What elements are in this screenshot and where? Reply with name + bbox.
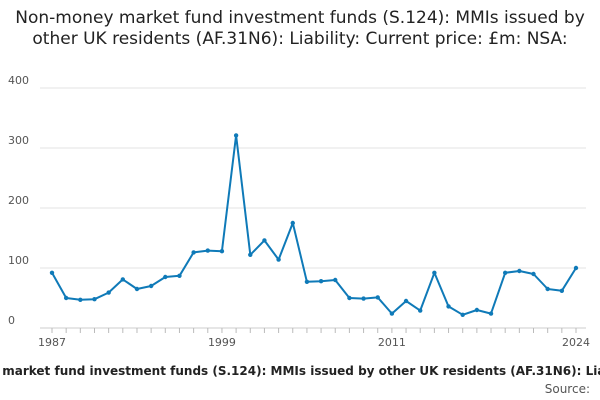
data-point[interactable]	[545, 286, 550, 292]
data-point[interactable]	[191, 250, 196, 255]
data-point[interactable]	[92, 297, 97, 302]
y-tick-label: 400	[8, 74, 29, 87]
data-point[interactable]	[318, 279, 324, 284]
series-layer	[49, 133, 579, 317]
data-point[interactable]	[304, 279, 310, 284]
data-point[interactable]	[276, 257, 281, 262]
data-point[interactable]	[403, 298, 409, 304]
data-point[interactable]	[517, 268, 522, 274]
legend: Non-money market fund investment funds (…	[0, 364, 600, 382]
data-point[interactable]	[488, 311, 494, 316]
data-point[interactable]	[531, 271, 536, 277]
x-axis	[51, 328, 577, 333]
data-point[interactable]	[502, 270, 508, 275]
data-point[interactable]	[389, 311, 395, 316]
data-point[interactable]	[233, 133, 239, 138]
data-point[interactable]	[559, 288, 565, 293]
data-point[interactable]	[333, 277, 338, 283]
gridlines	[40, 87, 586, 329]
data-point[interactable]	[78, 297, 83, 302]
data-point[interactable]	[134, 286, 140, 292]
data-point[interactable]	[177, 273, 182, 278]
data-point[interactable]	[262, 238, 267, 243]
data-point[interactable]	[418, 308, 423, 313]
data-point[interactable]	[106, 290, 111, 295]
data-point[interactable]	[474, 307, 480, 313]
data-point[interactable]	[63, 295, 69, 301]
data-point[interactable]	[375, 295, 380, 300]
y-tick-label: 300	[8, 134, 29, 147]
data-point[interactable]	[205, 248, 210, 253]
y-tick-labels: 0 100 200 300 400	[8, 74, 29, 327]
data-point[interactable]	[290, 220, 295, 226]
y-tick-label: 100	[8, 254, 29, 267]
data-point[interactable]	[573, 265, 579, 271]
x-tick-label: 1999	[208, 336, 236, 349]
data-point[interactable]	[248, 252, 253, 257]
x-tick-label: 2024	[562, 336, 590, 349]
source-label: Source:	[544, 382, 590, 396]
data-point[interactable]	[148, 283, 154, 289]
data-point[interactable]	[163, 274, 168, 280]
series-line	[51, 134, 577, 316]
data-point[interactable]	[49, 270, 55, 275]
x-tick-label: 1987	[38, 336, 66, 349]
y-tick-label: 200	[8, 194, 29, 207]
y-tick-label: 0	[8, 314, 15, 327]
legend-label: Non-money market fund investment funds (…	[0, 364, 600, 378]
chart-title: Non-money market fund investment funds (…	[15, 8, 585, 49]
data-point[interactable]	[361, 296, 366, 301]
data-point[interactable]	[460, 312, 465, 317]
data-point[interactable]	[219, 249, 225, 254]
data-point[interactable]	[446, 304, 451, 309]
data-point[interactable]	[120, 277, 126, 282]
x-tick-label: 2011	[378, 336, 406, 349]
x-tick-labels: 1987 1999 2011 2024	[38, 336, 590, 349]
data-point[interactable]	[432, 270, 437, 275]
data-point[interactable]	[347, 295, 352, 301]
